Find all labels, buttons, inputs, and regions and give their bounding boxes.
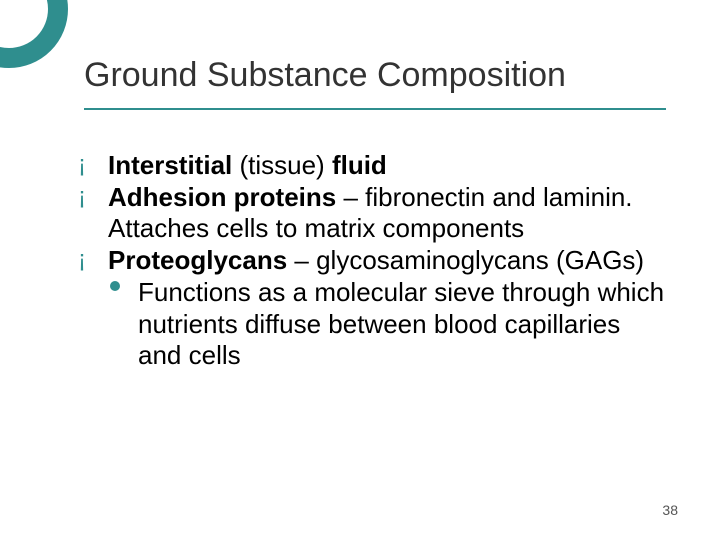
hollow-circle-bullet-icon: ¡ <box>78 245 86 274</box>
bullet-level-1: ¡ Adhesion proteins – fibronectin and lam… <box>78 182 668 245</box>
slide-title: Ground Substance Composition <box>84 56 566 95</box>
bullet-text: Adhesion proteins – fibronectin and lami… <box>108 182 633 244</box>
bullet-level-2: Functions as a molecular sieve through w… <box>78 277 668 372</box>
bullet-text: Functions as a molecular sieve through w… <box>138 277 664 370</box>
bullet-text: Proteoglycans – glycosaminoglycans (GAGs… <box>108 245 644 275</box>
slide: Ground Substance Composition ¡ Interstiti… <box>0 0 720 540</box>
filled-circle-bullet-icon <box>110 281 120 291</box>
bullet-level-1: ¡ Interstitial (tissue) fluid <box>78 150 668 182</box>
bullet-level-1: ¡ Proteoglycans – glycosaminoglycans (GAG… <box>78 245 668 277</box>
slide-body: ¡ Interstitial (tissue) fluid ¡ Adhesion pr… <box>78 150 668 372</box>
bullet-text: Interstitial (tissue) fluid <box>108 150 387 180</box>
corner-decoration-circle <box>0 0 68 68</box>
title-underline <box>84 108 666 110</box>
hollow-circle-bullet-icon: ¡ <box>78 150 86 179</box>
page-number: 38 <box>662 502 678 518</box>
hollow-circle-bullet-icon: ¡ <box>78 182 86 211</box>
